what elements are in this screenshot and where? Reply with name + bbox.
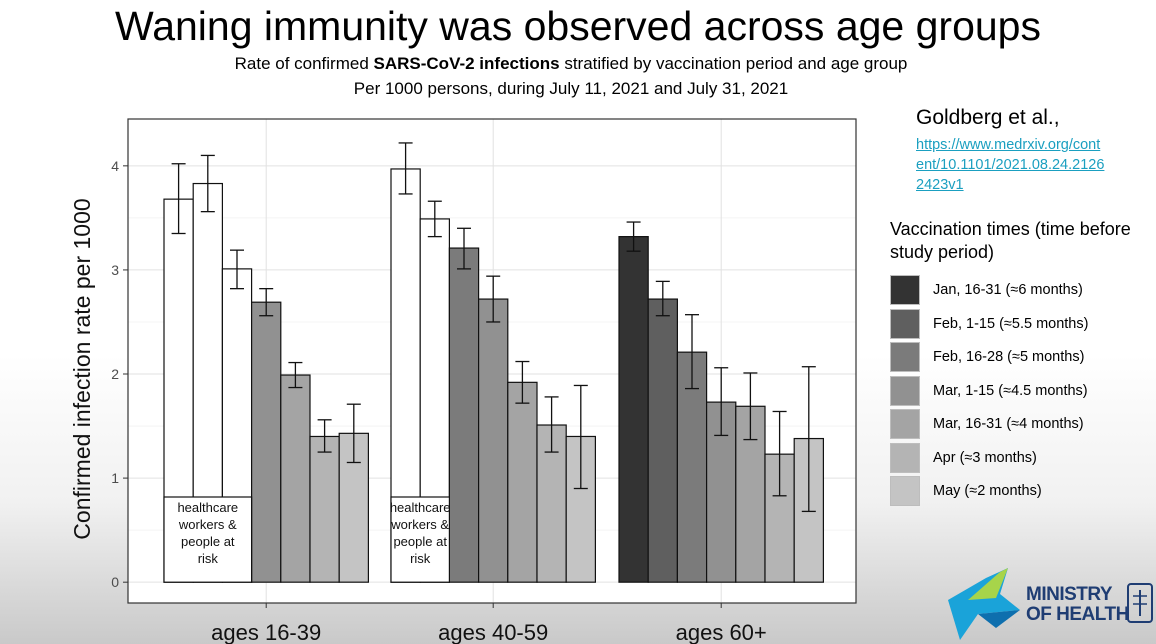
y-tick-label: 2 <box>111 366 119 382</box>
y-tick-label: 1 <box>111 470 119 486</box>
bar <box>280 374 311 583</box>
bar <box>647 298 679 583</box>
annotation-text: people at <box>393 534 447 549</box>
annotation-text: healthcare <box>390 500 451 515</box>
subtitle-bold: SARS-CoV-2 infections <box>373 54 560 73</box>
legend-label: Mar, 1-15 (≈4.5 months) <box>933 382 1088 399</box>
legend-label: Feb, 16-28 (≈5 months) <box>933 349 1085 365</box>
legend-title: Vaccination times (time before study per… <box>890 219 1131 262</box>
logo-text: MINISTRY OF HEALTH <box>1026 585 1129 625</box>
legend-item: Mar, 1-15 (≈4.5 months) <box>890 375 1152 406</box>
bar <box>618 236 649 583</box>
legend-label: Mar, 16-31 (≈4 months) <box>933 416 1084 432</box>
logo-line2: OF HEALTH <box>1026 604 1129 625</box>
chart-subtitle-line2: Per 1000 persons, during July 11, 2021 a… <box>353 79 789 98</box>
x-tick-label: ages 40-59 <box>438 620 548 644</box>
legend-item: May (≈2 months) <box>890 476 1152 506</box>
bar <box>251 301 282 583</box>
annotation-text: risk <box>410 551 431 566</box>
y-tick-label: 3 <box>111 262 119 278</box>
legend-swatch <box>890 409 920 439</box>
logo-line1: MINISTRY <box>1026 584 1113 605</box>
legend-item: Mar, 16-31 (≈4 months) <box>890 409 1152 439</box>
annotation-text: people at <box>181 534 235 549</box>
legend-label: May (≈2 months) <box>933 483 1042 499</box>
annotation-text: workers & <box>178 517 237 532</box>
legend-item: Feb, 1-15 (≈5.5 months) <box>890 308 1152 339</box>
legend-label: Jan, 16-31 (≈6 months) <box>933 282 1083 298</box>
legend-swatch <box>890 442 920 473</box>
bar <box>309 435 340 583</box>
legend-item: Feb, 16-28 (≈5 months) <box>890 342 1152 372</box>
annotation-text: risk <box>198 551 219 566</box>
chart-subtitle: Rate of confirmed SARS-CoV-2 infections … <box>0 53 1142 75</box>
annotation-box <box>390 496 451 583</box>
legend-swatch <box>890 275 920 305</box>
y-tick-label: 0 <box>111 574 119 590</box>
plot-border <box>127 118 857 604</box>
y-tick-label: 4 <box>111 158 119 174</box>
y-axis-label: Confirmed infection rate per 1000 <box>69 198 95 539</box>
legend-swatch <box>890 375 920 406</box>
chart-title: Waning immunity was observed across age … <box>115 3 1041 49</box>
reference-author: Goldberg et al., <box>916 106 1060 129</box>
legend-item: Jan, 16-31 (≈6 months) <box>890 275 1152 305</box>
ministry-of-health-logo <box>948 568 1153 640</box>
bar <box>507 381 538 583</box>
legend-swatch <box>890 308 920 339</box>
reference-link[interactable]: https://www.medrxiv.org/content/10.1101/… <box>916 137 1105 193</box>
legend-label: Apr (≈3 months) <box>933 449 1037 466</box>
legend-label: Feb, 1-15 (≈5.5 months) <box>933 315 1089 332</box>
bar <box>478 298 509 583</box>
subtitle-suffix: stratified by vaccination period and age… <box>559 54 908 73</box>
annotation-box <box>163 496 253 583</box>
legend-swatch <box>890 476 920 506</box>
x-tick-label: ages 60+ <box>676 620 767 644</box>
bar <box>448 247 480 583</box>
bar-chart: healthcare workers & people at risk healthca… <box>69 118 857 644</box>
legend-item: Apr (≈3 months) <box>890 442 1152 473</box>
annotation-text: workers & <box>390 517 449 532</box>
legend-swatch <box>890 342 920 372</box>
annotation-text: healthcare <box>177 500 238 515</box>
subtitle-prefix: Rate of confirmed <box>234 54 374 73</box>
x-tick-label: ages 16-39 <box>211 620 321 644</box>
